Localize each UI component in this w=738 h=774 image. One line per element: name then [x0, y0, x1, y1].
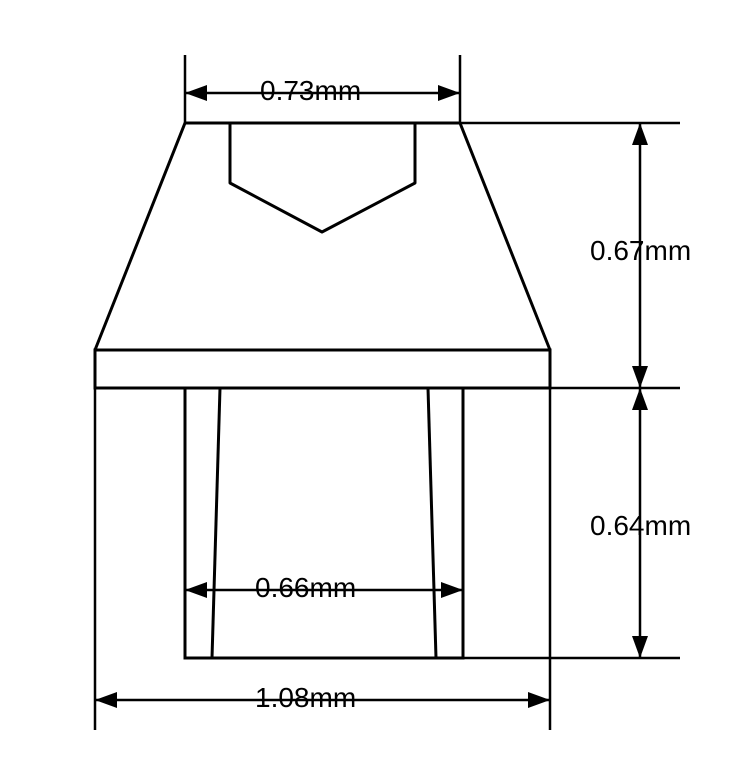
- dimension-upper-height: 0.67mm: [590, 235, 691, 266]
- drawing-svg: 0.73mm 0.66mm 1.08mm 0.67mm 0.64mm: [0, 0, 738, 774]
- engineering-drawing: 0.73mm 0.66mm 1.08mm 0.67mm 0.64mm: [0, 0, 738, 774]
- dimension-bottom-width: 1.08mm: [255, 682, 356, 713]
- dimension-top-width: 0.73mm: [260, 75, 361, 106]
- dimension-lower-height: 0.64mm: [590, 510, 691, 541]
- dimension-stem-width: 0.66mm: [255, 572, 356, 603]
